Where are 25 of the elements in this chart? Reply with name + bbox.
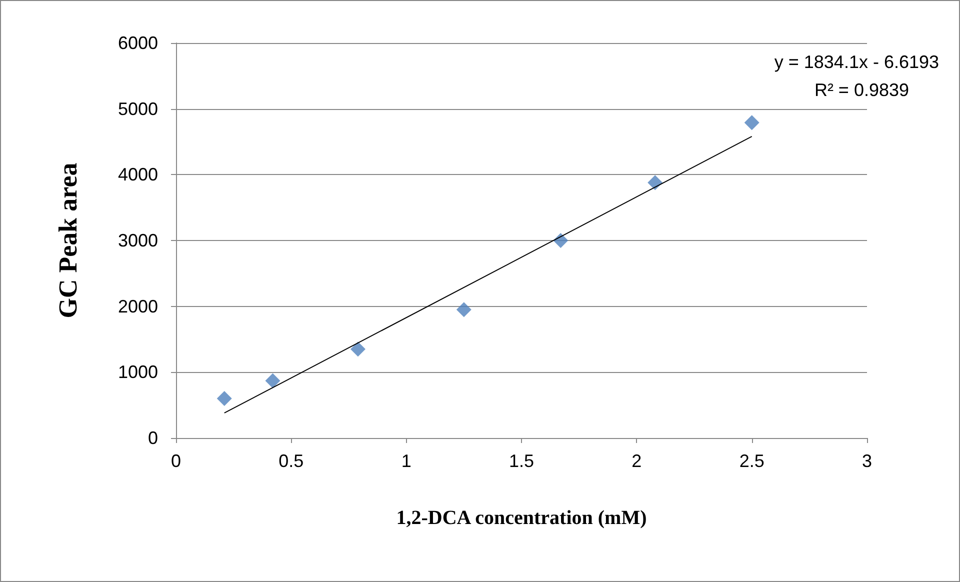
x-tick-label: 0: [170, 451, 182, 471]
y-axis-title: GC Peak area: [54, 162, 82, 318]
y-tick-label: 2000: [118, 296, 158, 316]
x-axis-title: 1,2-DCA concentration (mM): [396, 507, 647, 529]
y-tick-label: 1000: [118, 362, 158, 382]
x-tick-label: 1: [401, 451, 412, 471]
y-tick-label: 4000: [118, 164, 158, 185]
x-tick-label: 2.5: [739, 451, 764, 471]
point: [265, 373, 280, 388]
annotation: R² = 0.9839: [814, 80, 909, 100]
annotation: y = 1834.1x - 6.6193: [774, 52, 940, 72]
point: [350, 342, 366, 357]
point: [648, 175, 663, 190]
point: [456, 302, 472, 318]
point: [744, 115, 760, 130]
x-tick-label: 2: [632, 451, 642, 471]
point: [553, 233, 568, 248]
x-tick-label: 0.5: [278, 451, 304, 471]
y-tick-label: 3000: [118, 230, 158, 250]
x-tick-label: 3: [862, 451, 872, 471]
y-tick-label: 5000: [118, 98, 158, 119]
y-tick-label: 0: [148, 428, 158, 448]
point: [216, 391, 232, 406]
x-tick-label: 1.5: [508, 451, 534, 471]
y-tick-label: 6000: [118, 33, 158, 53]
